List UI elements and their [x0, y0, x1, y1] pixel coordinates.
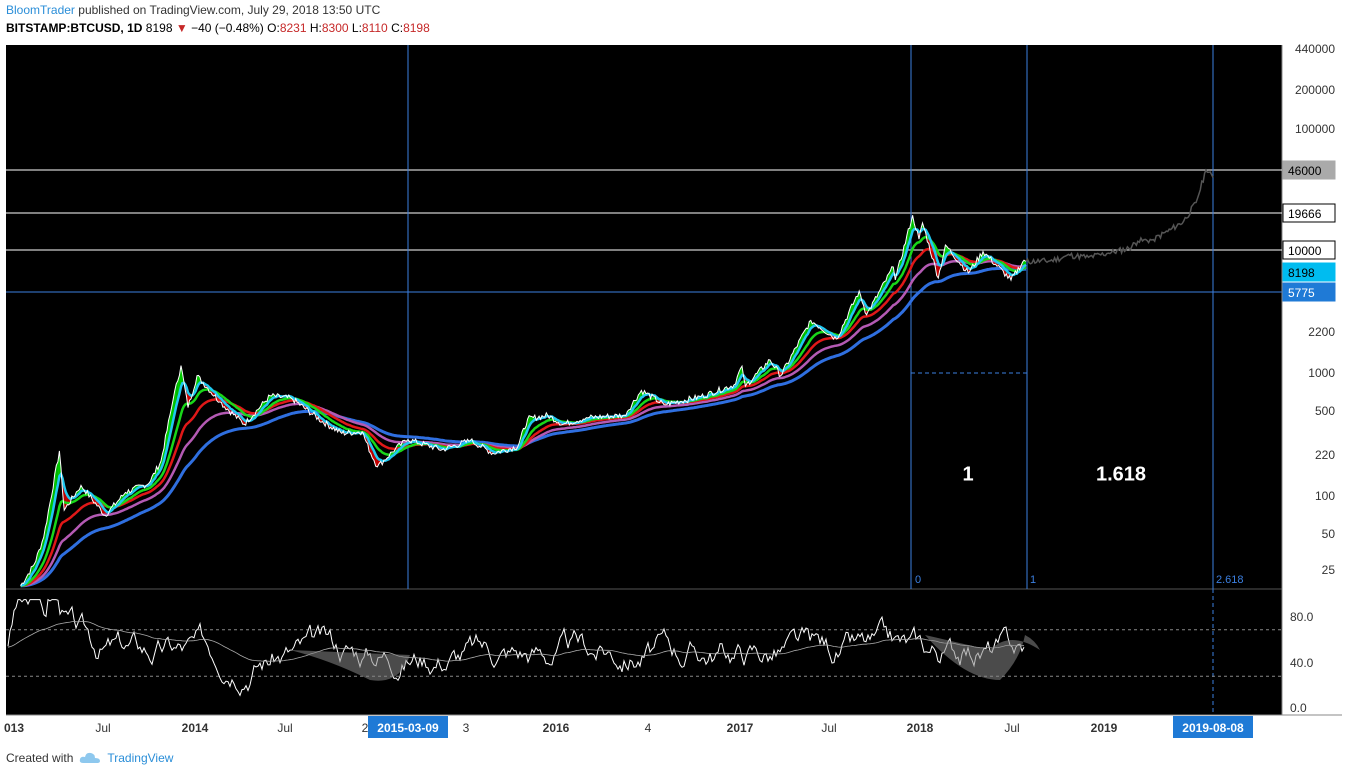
y-tick-label: 50: [1322, 527, 1336, 541]
price-tags: 46000 19666 10000 8198 5775: [1282, 160, 1336, 302]
time-axis[interactable]: [6, 715, 1282, 739]
x-tick-label: Jul: [821, 721, 836, 735]
author-link[interactable]: BloomTrader: [6, 3, 75, 17]
open-value: 8231: [279, 21, 307, 35]
symbol: BITSTAMP:BTCUSD, 1D: [6, 21, 143, 35]
x-tick-label: 2: [362, 721, 369, 735]
ma-green-line: [20, 235, 1027, 588]
y-tick-label: 100000: [1295, 122, 1335, 136]
price-change: −40 (−0.48%): [191, 21, 264, 35]
x-tick-label: 2014: [182, 721, 209, 735]
projection-line: [1025, 168, 1214, 265]
x-tick-label: 2016: [543, 721, 570, 735]
y-tick-label: 220: [1315, 448, 1335, 462]
fib-label: 2.618: [1216, 574, 1244, 586]
x-tick-highlight: [368, 716, 448, 738]
published-text: published on TradingView.com, July 29, 2…: [78, 3, 381, 17]
low-value: 8110: [361, 21, 388, 35]
price-tag-label: 19666: [1288, 207, 1322, 221]
vertical-lines: [407, 45, 1214, 715]
rsi-fractal-shape: [925, 635, 1040, 680]
price-tag-box: [1282, 160, 1336, 180]
fib-annotations: 0 1 2.618 1 1.618: [911, 372, 1244, 586]
price-line: [20, 215, 1027, 587]
rsi-signal-line: [7, 620, 1024, 662]
x-tick-label: 2015-03-09: [377, 721, 439, 735]
price-tag-box: [1282, 282, 1336, 302]
x-tick-label: 4: [645, 721, 652, 735]
open-label: O:: [267, 21, 280, 35]
y-tick-label: 25: [1322, 563, 1336, 577]
y-tick-label: 500: [1315, 404, 1335, 418]
x-tick-label: Jul: [1004, 721, 1019, 735]
symbol-line: BITSTAMP:BTCUSD, 1D 8198 ▼ −40 (−0.48%) …: [6, 21, 430, 35]
horizontal-levels: [6, 169, 1282, 293]
high-value: 8300: [321, 21, 349, 35]
rsi-line: [7, 598, 1025, 697]
main-pane[interactable]: [6, 45, 1282, 589]
x-tick-label: 2017: [727, 721, 754, 735]
ribbon-segment: [181, 365, 183, 387]
x-tick-label: 2018: [907, 721, 934, 735]
x-tick-label: 2019: [1091, 721, 1118, 735]
price-series: [20, 215, 1027, 587]
close-label: C:: [391, 21, 404, 35]
price-tag-box: [1282, 240, 1336, 260]
y-tick-label: 1000: [1308, 366, 1335, 380]
price-tag-box: [1282, 262, 1336, 282]
ratio-annotation: 1: [962, 463, 973, 485]
close-value: 8198: [403, 21, 430, 35]
x-tick-label: Jul: [277, 721, 292, 735]
rsi-tick-label: 40.0: [1290, 656, 1314, 670]
low-label: L:: [351, 21, 362, 35]
last-price: 8198: [145, 21, 173, 35]
y-tick-label: 100: [1315, 489, 1335, 503]
rsi-pane[interactable]: [6, 589, 1282, 715]
moving-averages: [20, 227, 1027, 588]
projection-path: [1025, 168, 1214, 265]
created-with-text: Created with: [6, 751, 74, 765]
ma-cyan-line: [20, 227, 1027, 588]
price-tag-label: 46000: [1288, 164, 1322, 178]
rsi-fractal-shape: [290, 650, 410, 681]
rsi-tick-label: 80.0: [1290, 610, 1314, 624]
y-tick-label: 440000: [1295, 42, 1335, 56]
down-arrow-icon: ▼: [175, 21, 188, 35]
x-tick-label: 013: [4, 721, 24, 735]
x-tick-highlight: [1173, 716, 1253, 738]
fib-label: 1: [1030, 574, 1036, 586]
footer: Created with TradingView: [6, 751, 173, 765]
x-tick-label: 3: [463, 721, 470, 735]
y-tick-label: 200000: [1295, 83, 1335, 97]
tradingview-cloud-icon: [80, 752, 101, 763]
tradingview-link[interactable]: TradingView: [107, 751, 174, 765]
publish-info: BloomTrader published on TradingView.com…: [6, 3, 380, 17]
rsi-tick-label: 0.0: [1290, 701, 1307, 715]
ratio-annotation: 1.618: [1096, 463, 1146, 485]
high-label: H:: [309, 21, 322, 35]
x-tick-label: 2019-08-08: [1182, 721, 1244, 735]
price-tag-label: 8198: [1288, 266, 1315, 280]
price-axis[interactable]: [1282, 45, 1342, 715]
price-tag-label: 5775: [1288, 286, 1315, 300]
price-tag-box: [1282, 203, 1336, 223]
y-tick-label: 2200: [1308, 325, 1335, 339]
rsi-tick-labels: 80.0 40.0 0.0: [1290, 610, 1314, 715]
fib-label: 0: [915, 574, 921, 586]
price-tag-label: 10000: [1288, 244, 1322, 258]
x-tick-labels: 013 Jul 2014 Jul 2 2015-03-09 3 2016 4 2017 Jul 201…: [4, 716, 1253, 738]
rsi-indicator: [6, 598, 1282, 697]
y-tick-labels: 440000 200000 100000 2200 1000 500 220 100 50 25: [1295, 42, 1335, 577]
x-tick-label: Jul: [95, 721, 110, 735]
